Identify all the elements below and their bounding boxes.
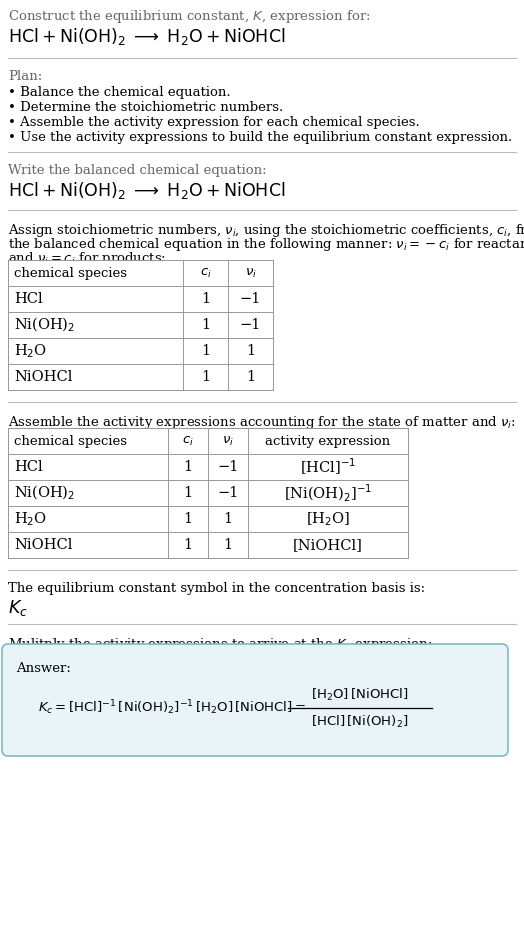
FancyBboxPatch shape <box>2 644 508 756</box>
Text: Mulitply the activity expressions to arrive at the $K_c$ expression:: Mulitply the activity expressions to arr… <box>8 636 432 653</box>
Text: Assemble the activity expressions accounting for the state of matter and $\nu_i$: Assemble the activity expressions accoun… <box>8 414 516 431</box>
Text: $c_i$: $c_i$ <box>182 435 194 448</box>
Text: 1: 1 <box>201 344 210 358</box>
Text: 1: 1 <box>246 344 255 358</box>
Text: $\mathrm{HCl + Ni(OH)_2 \;\longrightarrow\; H_2O + NiOHCl}$: $\mathrm{HCl + Ni(OH)_2 \;\longrightarro… <box>8 26 286 47</box>
Text: and $\nu_i = c_i$ for products:: and $\nu_i = c_i$ for products: <box>8 250 166 267</box>
Text: −1: −1 <box>217 486 239 500</box>
Text: [Ni(OH)$_2$]$^{-1}$: [Ni(OH)$_2$]$^{-1}$ <box>284 482 372 504</box>
Text: • Determine the stoichiometric numbers.: • Determine the stoichiometric numbers. <box>8 101 283 114</box>
Text: $K_c$: $K_c$ <box>8 598 28 618</box>
Text: −1: −1 <box>240 292 261 306</box>
Text: HCl: HCl <box>14 292 42 306</box>
Text: 1: 1 <box>223 512 233 526</box>
Text: Answer:: Answer: <box>16 662 71 675</box>
Text: HCl: HCl <box>14 460 42 474</box>
Text: H$_2$O: H$_2$O <box>14 343 47 360</box>
Text: • Assemble the activity expression for each chemical species.: • Assemble the activity expression for e… <box>8 116 420 129</box>
Text: $[\mathrm{HCl}]\,[\mathrm{Ni(OH)_2}]$: $[\mathrm{HCl}]\,[\mathrm{Ni(OH)_2}]$ <box>311 714 409 730</box>
Text: [H$_2$O]: [H$_2$O] <box>306 511 350 528</box>
Text: [NiOHCl]: [NiOHCl] <box>293 538 363 552</box>
Text: • Balance the chemical equation.: • Balance the chemical equation. <box>8 86 231 99</box>
Text: chemical species: chemical species <box>14 435 127 448</box>
Text: Ni(OH)$_2$: Ni(OH)$_2$ <box>14 316 75 334</box>
Text: 1: 1 <box>201 292 210 306</box>
Text: $\nu_i$: $\nu_i$ <box>245 267 256 280</box>
Text: 1: 1 <box>183 538 192 552</box>
Text: Write the balanced chemical equation:: Write the balanced chemical equation: <box>8 164 267 177</box>
Text: 1: 1 <box>201 318 210 332</box>
Text: 1: 1 <box>246 370 255 384</box>
Text: NiOHCl: NiOHCl <box>14 538 72 552</box>
Text: $[\mathrm{H_2O}]\,[\mathrm{NiOHCl}]$: $[\mathrm{H_2O}]\,[\mathrm{NiOHCl}]$ <box>311 687 409 703</box>
Text: 1: 1 <box>201 370 210 384</box>
Text: Ni(OH)$_2$: Ni(OH)$_2$ <box>14 484 75 502</box>
Text: activity expression: activity expression <box>266 435 390 448</box>
Text: Assign stoichiometric numbers, $\nu_i$, using the stoichiometric coefficients, $: Assign stoichiometric numbers, $\nu_i$, … <box>8 222 524 239</box>
Text: The equilibrium constant symbol in the concentration basis is:: The equilibrium constant symbol in the c… <box>8 582 425 595</box>
Text: 1: 1 <box>183 486 192 500</box>
Text: −1: −1 <box>217 460 239 474</box>
Text: 1: 1 <box>183 512 192 526</box>
Text: [HCl]$^{-1}$: [HCl]$^{-1}$ <box>300 456 356 477</box>
Text: chemical species: chemical species <box>14 267 127 280</box>
Text: $K_c = [\mathrm{HCl}]^{-1}\,[\mathrm{Ni(OH)_2}]^{-1}\,[\mathrm{H_2O}]\,[\mathrm{: $K_c = [\mathrm{HCl}]^{-1}\,[\mathrm{Ni(… <box>38 698 306 717</box>
Text: Plan:: Plan: <box>8 70 42 83</box>
Text: $c_i$: $c_i$ <box>200 267 211 280</box>
Text: NiOHCl: NiOHCl <box>14 370 72 384</box>
Text: Construct the equilibrium constant, $K$, expression for:: Construct the equilibrium constant, $K$,… <box>8 8 370 25</box>
Text: $\nu_i$: $\nu_i$ <box>222 435 234 448</box>
Text: • Use the activity expressions to build the equilibrium constant expression.: • Use the activity expressions to build … <box>8 131 512 144</box>
Bar <box>8 428 408 558</box>
Text: H$_2$O: H$_2$O <box>14 511 47 528</box>
Text: the balanced chemical equation in the following manner: $\nu_i = -c_i$ for react: the balanced chemical equation in the fo… <box>8 236 524 253</box>
Text: 1: 1 <box>183 460 192 474</box>
Text: 1: 1 <box>223 538 233 552</box>
Text: $\mathrm{HCl + Ni(OH)_2 \;\longrightarrow\; H_2O + NiOHCl}$: $\mathrm{HCl + Ni(OH)_2 \;\longrightarro… <box>8 180 286 201</box>
Bar <box>8 260 273 390</box>
Text: −1: −1 <box>240 318 261 332</box>
